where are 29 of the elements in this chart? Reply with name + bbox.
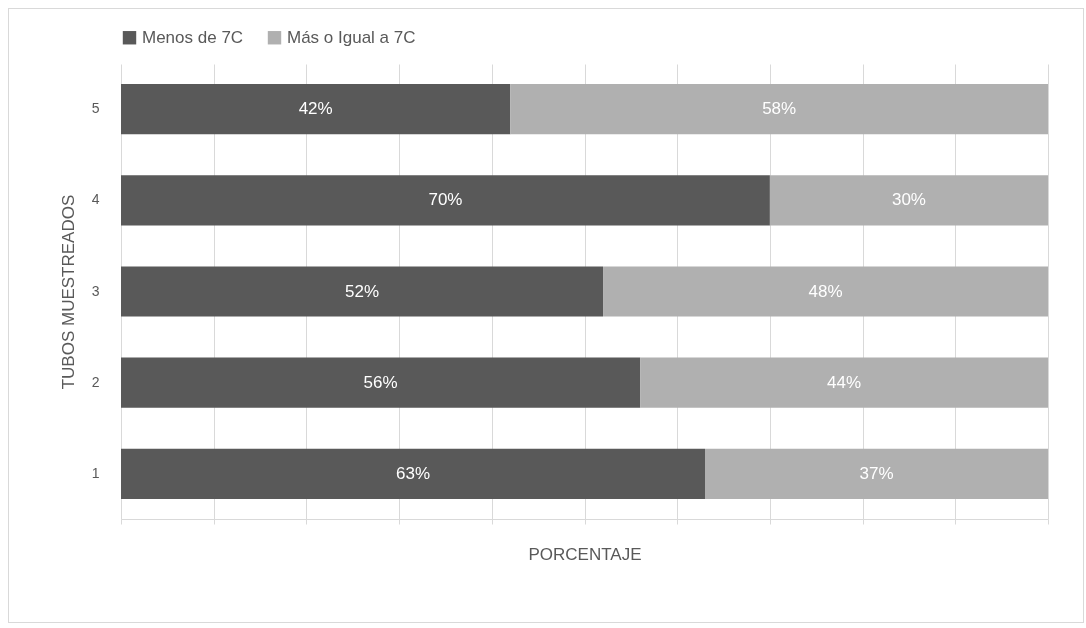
bar <box>121 357 641 408</box>
bar <box>705 448 1048 499</box>
data-label: 30% <box>891 190 926 210</box>
legend-label: Menos de 7C <box>142 27 244 47</box>
y-tick-label: 2 <box>91 373 100 390</box>
bar <box>121 175 770 226</box>
data-label: 48% <box>808 281 843 301</box>
y-axis-title: TUBOS MUESTREADOS <box>58 194 78 390</box>
y-tick-label: 1 <box>91 464 100 481</box>
bar <box>769 175 1048 226</box>
data-label: 44% <box>827 372 862 392</box>
legend-label: Más o Igual a 7C <box>287 27 416 47</box>
bar <box>121 448 706 499</box>
bar <box>510 84 1048 135</box>
bar <box>640 357 1048 408</box>
data-label: 70% <box>428 190 463 210</box>
data-label: 58% <box>762 99 797 119</box>
data-label: 52% <box>345 281 380 301</box>
y-tick-label: 4 <box>91 191 100 208</box>
y-tick-label: 3 <box>91 282 100 299</box>
data-label: 56% <box>363 372 398 392</box>
x-axis-title: PORCENTAJE <box>528 545 642 564</box>
data-label: 37% <box>859 463 894 483</box>
data-label: 63% <box>395 463 431 483</box>
bar <box>121 266 604 317</box>
data-label: 42% <box>298 99 333 119</box>
bar <box>121 84 511 135</box>
bar <box>603 266 1048 317</box>
y-tick-label: 5 <box>91 100 100 117</box>
